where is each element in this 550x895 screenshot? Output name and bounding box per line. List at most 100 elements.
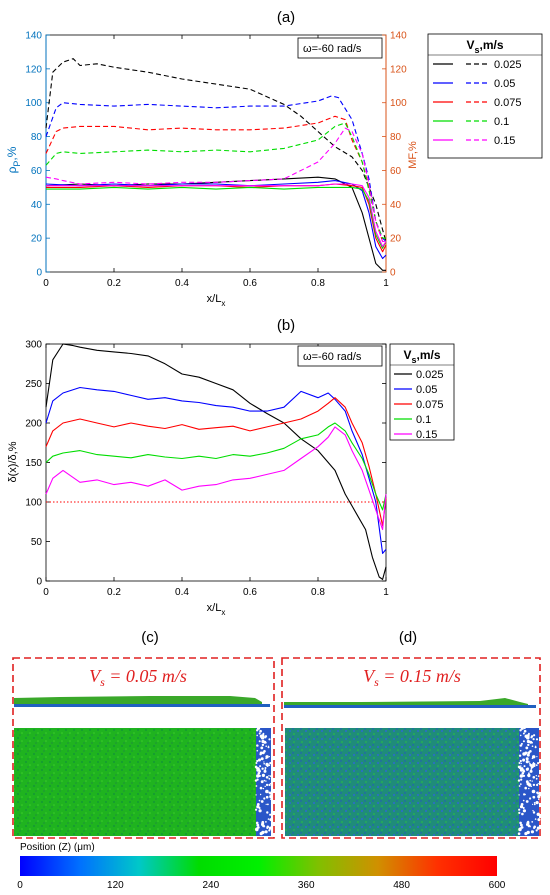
edge-speck	[523, 726, 526, 730]
legend: Vs,m/s 0.025 0.05 0.075 0.1 0.15	[389, 343, 455, 441]
edge-speck	[264, 830, 268, 834]
panel-c-formula: Vs = 0.05 m/s	[89, 666, 187, 689]
edge-speck	[258, 799, 261, 802]
y-tick-label: 200	[25, 419, 42, 430]
edge-speck	[269, 792, 272, 795]
edge-speck	[259, 832, 263, 836]
edge-speck	[535, 775, 537, 777]
y-tick-label: 120	[25, 64, 42, 75]
edge-speck	[519, 744, 522, 747]
edge-speck	[534, 746, 537, 749]
legend-label: 0.075	[416, 399, 444, 411]
edge-speck	[521, 772, 525, 775]
edge-speck	[518, 762, 521, 764]
edge-speck	[519, 783, 522, 785]
y-tick-label: 20	[31, 234, 43, 245]
edge-speck	[532, 803, 534, 806]
edge-speck	[260, 757, 264, 761]
plot-area	[45, 343, 387, 582]
edge-speck	[517, 779, 521, 782]
legend-label: 0.1	[494, 116, 509, 128]
edge-speck	[532, 776, 536, 779]
edge-speck	[530, 830, 535, 834]
edge-speck	[268, 783, 271, 787]
edge-speck	[520, 778, 523, 781]
edge-speck	[256, 805, 260, 809]
legend-box	[389, 343, 455, 441]
edge-speck	[259, 765, 262, 768]
edge-speck	[531, 821, 534, 823]
series-line-0.075	[45, 397, 387, 527]
edge-speck	[520, 762, 522, 765]
y-tick-label: 0	[36, 577, 42, 588]
x-tick-label: 0	[43, 587, 49, 598]
edge-speck	[256, 823, 260, 827]
y2-tick-label: 40	[390, 200, 402, 211]
edge-speck	[519, 805, 524, 809]
edge-speck	[256, 774, 260, 778]
y-tick-label: 50	[31, 537, 43, 548]
edge-speck	[270, 798, 272, 800]
edge-speck	[255, 794, 257, 796]
edge-speck	[268, 756, 270, 758]
colorbar-tick-label: 0	[17, 880, 23, 891]
edge-speck	[263, 769, 267, 773]
edge-speck	[522, 732, 525, 735]
panel-c-side-base	[14, 704, 270, 707]
edge-speck	[522, 759, 525, 762]
panel-d-frame	[281, 657, 541, 839]
edge-speck	[256, 726, 261, 730]
edge-speck	[533, 826, 536, 830]
edge-speck	[255, 762, 258, 764]
edge-speck	[258, 732, 261, 735]
edge-speck	[528, 787, 530, 790]
panel-d-side-base	[284, 705, 536, 708]
legend: Vs,m/s 0.025 0.05 0.075 0.1 0.15	[427, 33, 543, 159]
edge-speck	[519, 729, 522, 732]
edge-speck	[264, 785, 266, 788]
edge-speck	[532, 811, 536, 814]
colorbar-tick-label: 480	[393, 880, 410, 891]
edge-speck	[530, 736, 533, 739]
edge-speck	[260, 780, 264, 784]
edge-speck	[265, 821, 267, 823]
edge-speck	[536, 783, 539, 787]
edge-speck	[268, 777, 271, 780]
edge-speck	[256, 734, 259, 737]
edge-speck	[263, 762, 266, 765]
edge-speck	[525, 760, 529, 764]
series-line-0.15	[45, 426, 387, 531]
colorbar-tick-label: 120	[107, 880, 124, 891]
y2-tick-label: 100	[390, 98, 407, 109]
x-tick-label: 0.8	[311, 278, 325, 289]
edge-speck	[263, 750, 266, 753]
edge-speck	[268, 775, 270, 777]
edge-speck	[535, 738, 539, 741]
edge-speck	[259, 786, 263, 790]
edge-speck	[537, 795, 541, 799]
edge-speck	[532, 762, 535, 764]
edge-speck	[520, 803, 524, 806]
edge-speck	[265, 803, 267, 806]
edge-speck	[520, 742, 523, 745]
y-tick-label: 40	[31, 200, 43, 211]
legend-label: 0.05	[416, 384, 437, 396]
edge-speck	[535, 801, 539, 805]
y-tick-label: 100	[25, 98, 42, 109]
edge-speck	[258, 758, 261, 762]
edge-speck	[529, 769, 533, 773]
edge-speck	[533, 802, 536, 804]
edge-speck	[532, 738, 535, 741]
edge-speck	[264, 768, 266, 771]
y2-tick-label: 140	[390, 31, 407, 42]
edge-speck	[269, 795, 273, 799]
x-tick-label: 0.2	[107, 587, 121, 598]
colorbar-ticks: 0 120 240 360 480 600	[17, 880, 506, 891]
edge-speck	[264, 826, 266, 828]
edge-speck	[265, 755, 269, 759]
edge-speck	[269, 813, 272, 816]
edge-speck	[531, 780, 533, 782]
colorbar-tick-label: 600	[489, 880, 506, 891]
edge-speck	[536, 812, 540, 816]
